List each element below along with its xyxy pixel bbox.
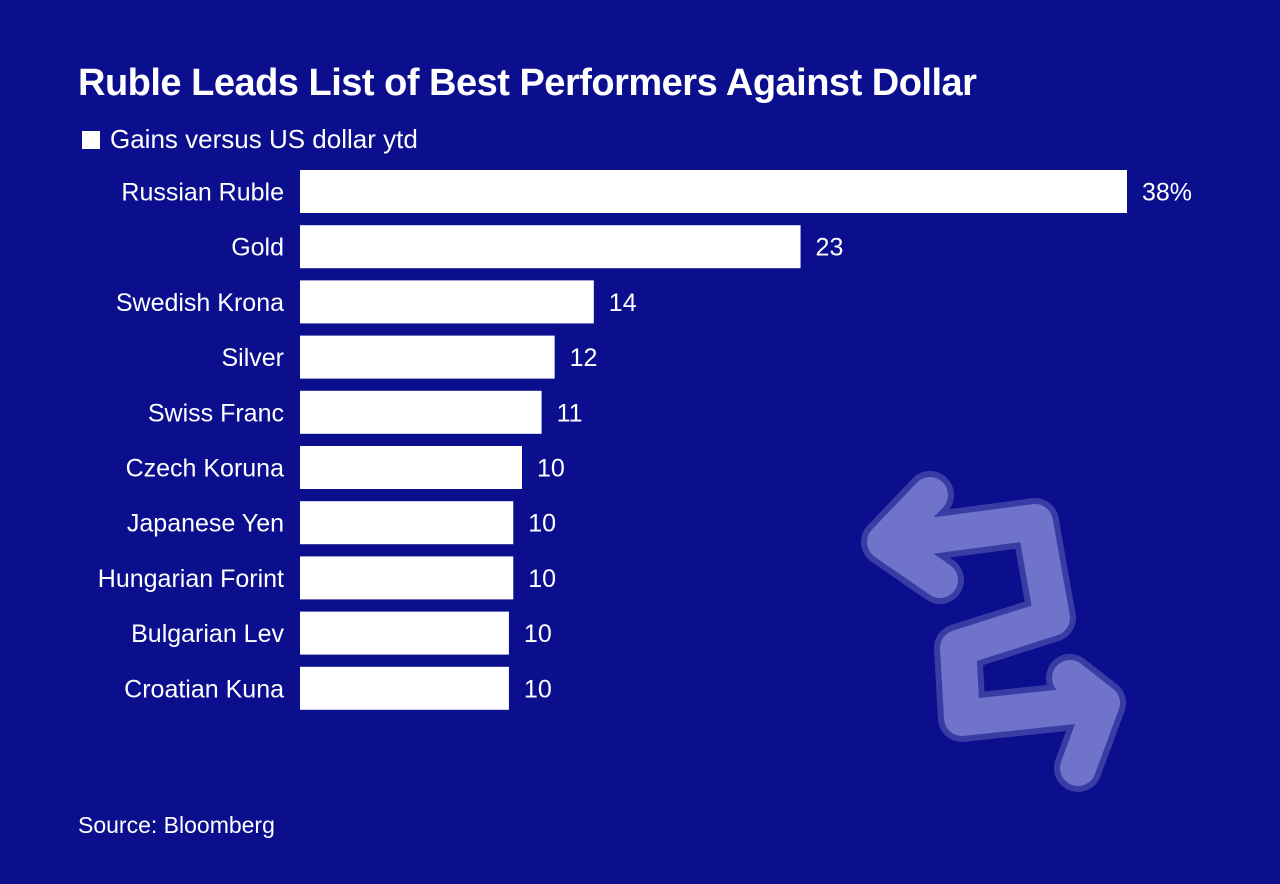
bar xyxy=(300,501,514,545)
chart-title: Ruble Leads List of Best Performers Agai… xyxy=(78,62,977,104)
category-label: Czech Koruna xyxy=(126,455,285,483)
category-label: Croatian Kuna xyxy=(124,675,284,703)
legend: Gains versus US dollar ytd xyxy=(82,124,418,155)
data-label: 10 xyxy=(528,565,556,593)
bar xyxy=(300,335,555,379)
category-label: Hungarian Forint xyxy=(98,565,284,593)
category-label: Swedish Krona xyxy=(116,289,284,317)
data-label: 10 xyxy=(524,675,552,703)
swap-arrows-icon xyxy=(861,471,1126,792)
data-label: 23 xyxy=(816,234,844,262)
bar xyxy=(300,666,509,710)
data-label: 10 xyxy=(524,620,552,648)
category-label: Bulgarian Lev xyxy=(131,620,284,648)
data-label: 14 xyxy=(609,289,637,317)
bar xyxy=(300,446,522,489)
bar xyxy=(300,556,514,600)
category-label: Japanese Yen xyxy=(127,510,284,538)
source-note: Source: Bloomberg xyxy=(78,812,275,838)
data-label: 38% xyxy=(1142,179,1192,207)
bar xyxy=(300,611,509,655)
bars-layer: Russian Ruble 38% Gold 23 Swedish Krona 14 Sil… xyxy=(98,170,1192,710)
bar xyxy=(300,390,542,434)
bar xyxy=(300,280,594,324)
category-label: Swiss Franc xyxy=(148,399,284,427)
bar xyxy=(300,225,801,269)
category-label: Silver xyxy=(221,344,284,372)
data-label: 12 xyxy=(570,344,598,372)
category-label: Gold xyxy=(231,234,284,262)
category-label: Russian Ruble xyxy=(121,179,284,207)
data-label: 10 xyxy=(528,510,556,538)
legend-label: Gains versus US dollar ytd xyxy=(110,124,418,154)
legend-swatch xyxy=(82,130,100,149)
data-label: 11 xyxy=(557,399,583,427)
bar xyxy=(300,170,1127,213)
data-label: 10 xyxy=(537,455,565,483)
